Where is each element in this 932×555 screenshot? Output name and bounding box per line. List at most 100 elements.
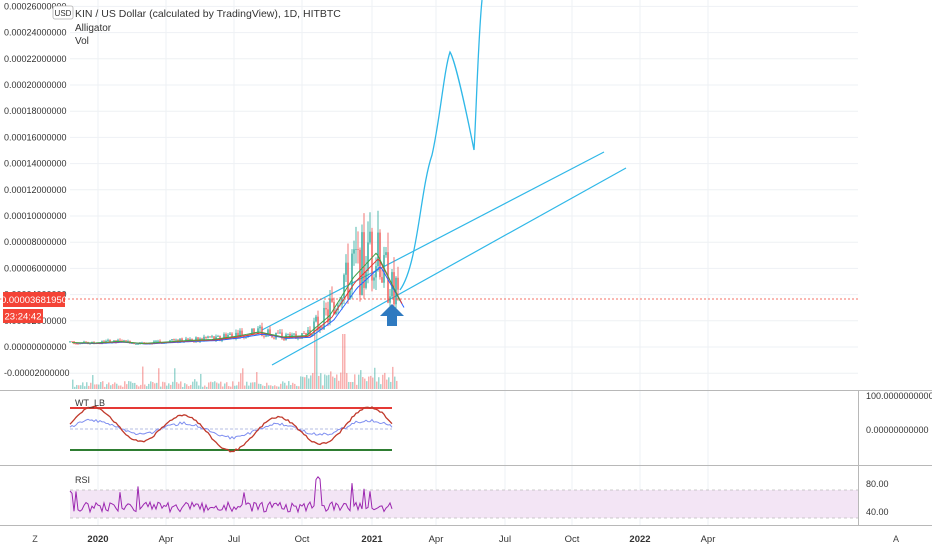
channel-lower-line[interactable] <box>271 167 627 366</box>
price-candle-body <box>265 335 267 337</box>
volume-bar <box>214 381 216 389</box>
volume-bar <box>260 383 262 389</box>
volume-bar <box>228 386 230 389</box>
volume-bar <box>110 385 112 389</box>
corner-button-a[interactable]: A <box>893 534 899 544</box>
price-candle-body <box>225 334 227 340</box>
price-candle-body <box>293 333 295 335</box>
price-candle-body <box>85 341 87 343</box>
volume-bar <box>308 378 310 389</box>
volume-bar <box>122 386 124 389</box>
price-candle-body <box>317 316 319 330</box>
volume-bar <box>312 372 314 389</box>
volume-bar <box>160 386 162 389</box>
rsi-axis-high: 80.00 <box>866 479 889 489</box>
volume-bar <box>76 384 78 389</box>
volume-bar <box>274 385 276 389</box>
price-candle-body <box>239 330 241 338</box>
rsi-label[interactable]: RSI <box>75 475 90 485</box>
corner-button-z[interactable]: Z <box>32 534 38 544</box>
price-axis-label: 0.00022000000 <box>4 54 67 64</box>
time-axis-label: 2022 <box>629 534 650 545</box>
price-candle-body <box>173 339 175 341</box>
indicator-alligator[interactable]: Alligator <box>75 23 112 34</box>
wt-lb-panel[interactable]: WT_LB 100.00000000000 0.00000000000 <box>69 391 932 453</box>
price-candle-body <box>171 339 173 341</box>
current-price-tag: 0.00003681950 23:24:42 <box>1 292 67 323</box>
wt-lb-label[interactable]: WT_LB <box>75 398 105 408</box>
price-candle-body <box>327 309 329 323</box>
volume-bar <box>236 385 238 389</box>
volume-bar <box>216 382 218 389</box>
volume-bar <box>332 376 334 389</box>
indicator-vol[interactable]: Vol <box>75 36 89 47</box>
volume-bar <box>134 382 136 389</box>
time-axis-label: Oct <box>565 534 580 545</box>
volume-bar <box>256 372 258 389</box>
price-candle-body <box>131 343 133 344</box>
volume-bar <box>100 381 102 389</box>
time-axis-label: Apr <box>701 534 716 545</box>
volume-bar <box>388 377 390 389</box>
price-candle-body <box>373 277 375 281</box>
price-grid <box>70 0 858 525</box>
volume-bar <box>146 386 148 389</box>
time-axis[interactable]: 2020 Apr Jul Oct 2021 Apr Jul Oct 2022 Apr <box>87 534 715 545</box>
volume-bar <box>338 380 340 389</box>
price-candle-body <box>271 335 273 338</box>
volume-bar <box>358 374 360 389</box>
price-candle-body <box>357 249 359 250</box>
volume-bar <box>340 372 342 389</box>
volume-bar <box>74 386 76 389</box>
volume-bar <box>276 386 278 389</box>
price-axis-label: 0.00008000000 <box>4 237 67 247</box>
price-candle-body <box>397 277 399 290</box>
price-candle-body <box>375 266 377 278</box>
volume-bar <box>248 385 250 389</box>
currency-badge-label: USD <box>55 9 72 18</box>
price-candle-body <box>323 307 325 330</box>
volume-bar <box>314 326 316 389</box>
price-candle-body <box>75 343 77 345</box>
projection-path[interactable] <box>399 0 483 291</box>
price-candle-body <box>207 336 209 338</box>
price-candle-body <box>213 336 215 341</box>
volume-bar <box>310 375 312 389</box>
volume-bar <box>156 382 158 389</box>
volume-bar <box>350 382 352 389</box>
price-candle-body <box>315 316 317 322</box>
price-candle-body <box>157 340 159 342</box>
price-candle-body <box>223 334 225 339</box>
volume-bar <box>268 385 270 389</box>
price-candle-body <box>355 249 357 250</box>
price-candle-body <box>243 335 245 338</box>
volume-bar <box>138 386 140 389</box>
time-axis-label: 2020 <box>87 534 108 545</box>
volume-bar <box>152 382 154 389</box>
volume-bar <box>354 374 356 389</box>
price-candle-body <box>313 321 315 334</box>
volume-bar <box>112 384 114 389</box>
rsi-panel[interactable]: RSI 80.00 40.00 <box>69 475 889 519</box>
volume-bar <box>84 386 86 389</box>
price-candle-body <box>279 332 281 334</box>
volume-bar <box>86 382 88 389</box>
price-candle-body <box>273 337 275 339</box>
volume-bar <box>394 376 396 389</box>
price-candle-body <box>303 333 305 334</box>
price-candle-body <box>261 326 263 336</box>
price-candle-body <box>277 332 279 334</box>
channel-upper-line[interactable] <box>261 151 605 331</box>
time-axis-label: Apr <box>159 534 174 545</box>
time-axis-label: Jul <box>499 534 511 545</box>
volume-bar <box>242 368 244 389</box>
currency-badge[interactable] <box>52 5 74 20</box>
price-candle-body <box>251 328 253 335</box>
volume-bar <box>292 382 294 389</box>
volume-bar <box>192 381 194 389</box>
volume-bar <box>266 382 268 389</box>
volume-bar <box>372 377 374 389</box>
volume-bar <box>190 384 192 389</box>
price-candle-body <box>257 328 259 334</box>
